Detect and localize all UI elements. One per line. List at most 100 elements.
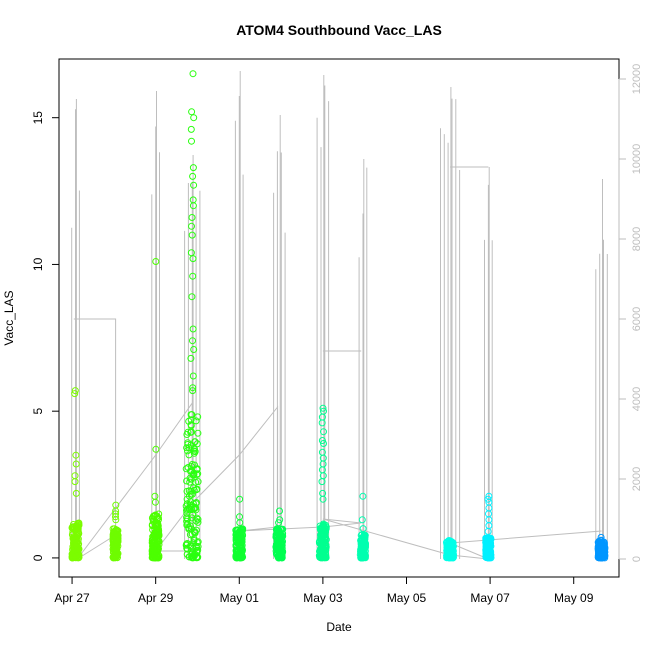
point-cluster bbox=[482, 492, 495, 562]
data-point bbox=[192, 500, 200, 507]
data-point bbox=[191, 448, 199, 456]
data-point bbox=[153, 551, 161, 558]
data-point bbox=[277, 549, 285, 557]
data-point bbox=[74, 540, 82, 548]
data-point bbox=[194, 538, 202, 546]
y2-tick-label: 6000 bbox=[631, 307, 643, 331]
data-point bbox=[187, 475, 195, 483]
data-point bbox=[275, 519, 283, 527]
data-point bbox=[112, 534, 120, 542]
data-point bbox=[189, 272, 197, 280]
data-point bbox=[237, 542, 245, 550]
data-point bbox=[189, 164, 197, 172]
data-point bbox=[194, 478, 202, 486]
data-point bbox=[273, 526, 281, 534]
y2-tick-label: 10000 bbox=[631, 144, 643, 175]
data-point bbox=[188, 293, 196, 301]
data-point bbox=[192, 417, 200, 425]
x-tick-label: Apr 27 bbox=[54, 591, 90, 605]
secondary-spike-burst bbox=[484, 167, 493, 559]
data-point bbox=[486, 553, 494, 561]
data-point bbox=[184, 447, 191, 455]
data-point bbox=[189, 337, 196, 345]
data-point bbox=[188, 514, 196, 522]
data-point bbox=[193, 549, 201, 556]
data-point bbox=[358, 516, 366, 524]
data-point bbox=[361, 554, 369, 562]
data-point bbox=[68, 553, 76, 560]
data-point bbox=[148, 554, 156, 562]
data-point bbox=[183, 506, 190, 514]
x-tick-label: Apr 29 bbox=[138, 591, 174, 605]
data-point bbox=[111, 549, 119, 557]
data-point bbox=[486, 550, 494, 558]
data-point bbox=[318, 478, 326, 486]
point-cluster bbox=[182, 70, 202, 562]
data-point bbox=[188, 553, 196, 561]
data-point bbox=[446, 539, 454, 547]
data-point bbox=[182, 540, 190, 548]
data-point bbox=[152, 445, 160, 453]
data-point bbox=[72, 451, 80, 459]
axes-group: Apr 27 Apr 29 May 01 May 03 May 05 May 07 May … bbox=[31, 64, 643, 605]
data-point bbox=[183, 515, 191, 523]
data-point bbox=[276, 539, 284, 547]
point-cluster bbox=[443, 537, 457, 562]
data-point bbox=[191, 438, 199, 446]
secondary-connector-line bbox=[73, 318, 602, 560]
data-point bbox=[184, 520, 192, 528]
data-point bbox=[188, 467, 196, 475]
y-tick-label: 5 bbox=[31, 408, 45, 415]
y2-tick-label: 4000 bbox=[631, 387, 643, 411]
data-point bbox=[189, 484, 197, 492]
data-point bbox=[188, 506, 196, 514]
data-point bbox=[236, 495, 244, 503]
data-point bbox=[482, 534, 490, 542]
point-cluster bbox=[148, 258, 163, 562]
point-cluster bbox=[68, 387, 83, 562]
data-point bbox=[238, 538, 246, 546]
data-point bbox=[71, 387, 79, 395]
secondary-spike-burst bbox=[234, 71, 244, 559]
data-point bbox=[185, 492, 193, 500]
data-point bbox=[190, 114, 198, 122]
data-point bbox=[189, 325, 197, 333]
point-cluster bbox=[594, 533, 609, 562]
data-point bbox=[359, 525, 367, 533]
data-point bbox=[112, 513, 119, 521]
x-tick-label: May 09 bbox=[554, 591, 594, 605]
data-point bbox=[188, 108, 196, 116]
point-cluster bbox=[232, 495, 247, 562]
data-point bbox=[194, 515, 202, 523]
secondary-series-group bbox=[71, 71, 608, 560]
data-point bbox=[70, 523, 78, 531]
y-tick-label: 0 bbox=[31, 554, 45, 561]
data-point bbox=[189, 554, 197, 562]
data-point bbox=[273, 544, 281, 551]
y-tick-label: 15 bbox=[31, 111, 45, 125]
secondary-spike-burst bbox=[358, 159, 368, 559]
data-point bbox=[151, 498, 159, 506]
data-point bbox=[318, 437, 326, 444]
data-point bbox=[316, 551, 324, 559]
data-point bbox=[236, 519, 244, 527]
data-point bbox=[486, 546, 494, 554]
data-point bbox=[189, 511, 197, 519]
data-point bbox=[149, 516, 157, 524]
data-point bbox=[194, 470, 202, 478]
data-point bbox=[276, 507, 283, 515]
data-point bbox=[74, 519, 82, 527]
data-point bbox=[599, 552, 607, 560]
data-point bbox=[597, 536, 605, 544]
data-point bbox=[360, 542, 368, 549]
data-point bbox=[155, 527, 163, 535]
data-point bbox=[449, 554, 457, 562]
data-point bbox=[70, 535, 78, 543]
data-point bbox=[238, 535, 246, 543]
data-point bbox=[360, 538, 368, 546]
secondary-spike-burst bbox=[151, 91, 160, 559]
data-point bbox=[597, 533, 605, 541]
point-cluster bbox=[272, 507, 287, 562]
